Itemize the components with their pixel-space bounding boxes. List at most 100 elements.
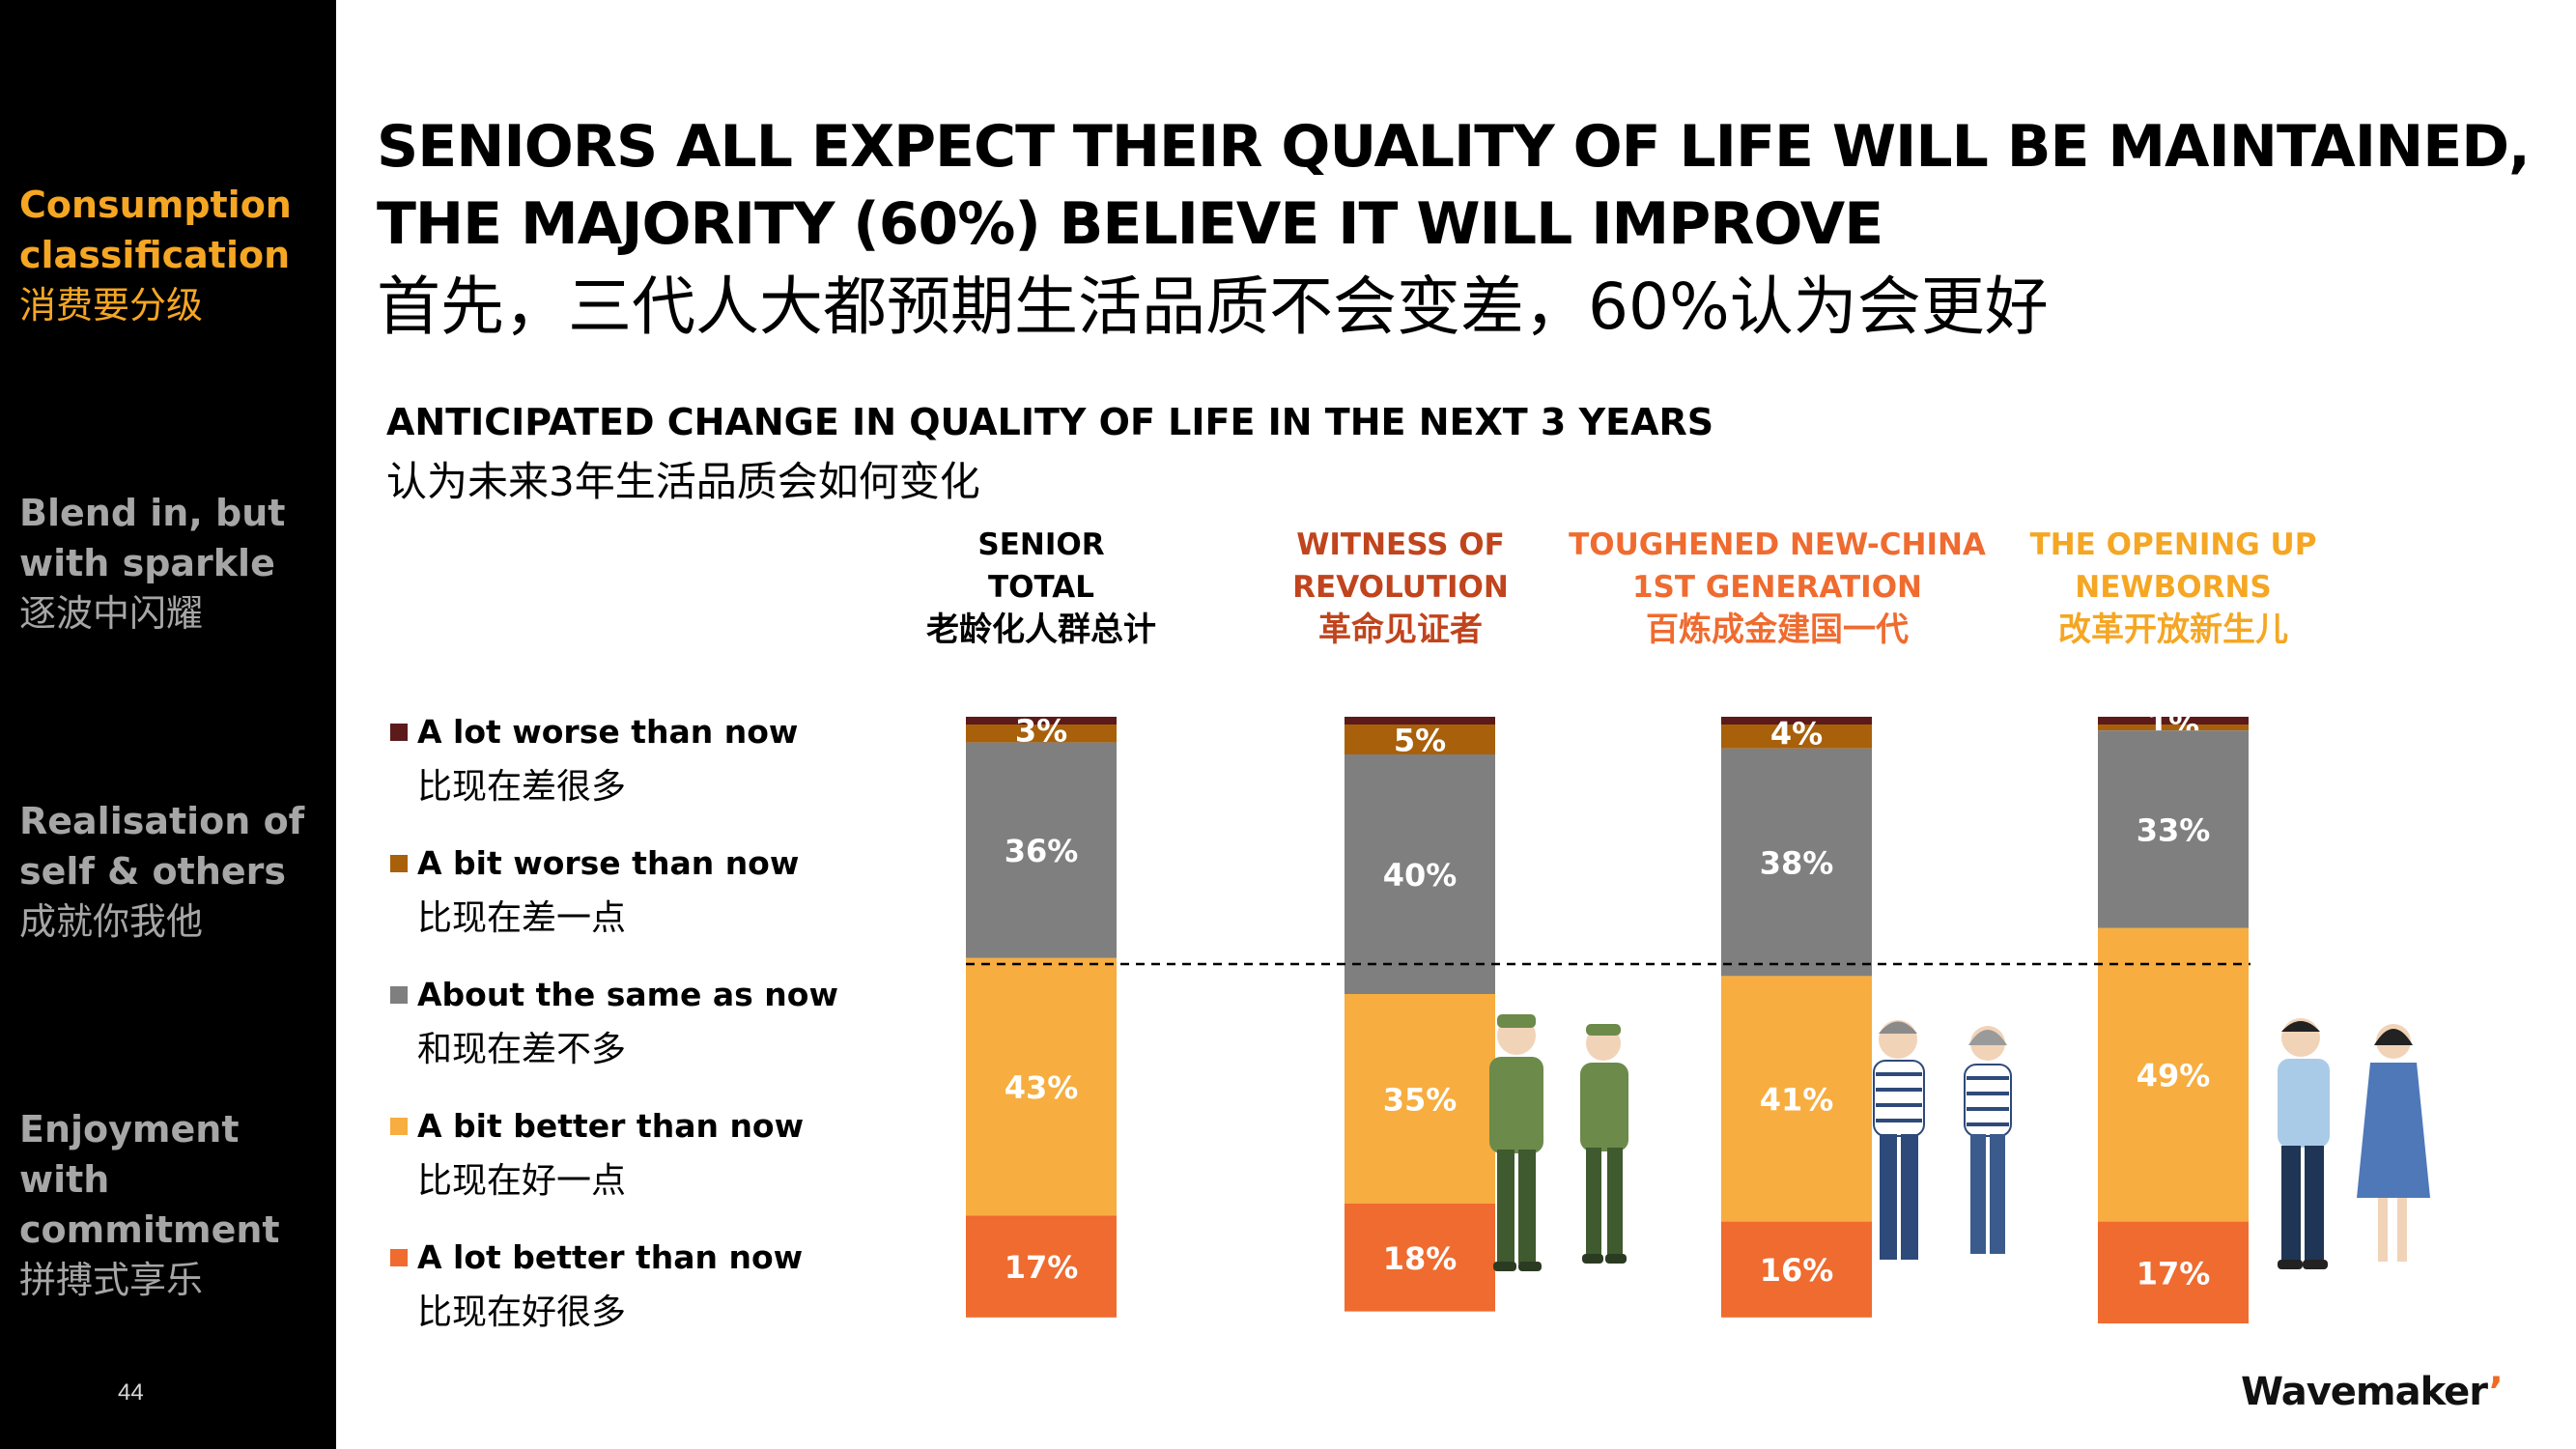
couple-striped-illustration bbox=[1873, 1020, 2012, 1260]
sidebar-item-label: Realisation of self & others bbox=[19, 800, 305, 893]
legend-item-a-lot-worse: A lot worse than now 比现在差很多 bbox=[390, 713, 798, 809]
woman-figure bbox=[2357, 1024, 2430, 1262]
woman-figure bbox=[1964, 1026, 2012, 1254]
bar-segment-a-bit-worse bbox=[966, 724, 1117, 743]
data-label: 4% bbox=[1770, 715, 1823, 752]
chart-subtitle: 认为未来3年生活品质会如何变化 bbox=[386, 458, 980, 505]
bar-segment-a-lot-better bbox=[1345, 1204, 1495, 1312]
legend-label-cn: 比现在好很多 bbox=[417, 1293, 627, 1332]
sidebar-item-enjoyment[interactable]: Enjoyment with commitment 拼搏式享乐 bbox=[19, 1104, 328, 1305]
column-header-line1: THE OPENING UP bbox=[2029, 527, 2317, 562]
column-header-cn: 革命见证者 bbox=[1318, 611, 1483, 649]
sidebar-item-label: Blend in, but with sparkle bbox=[19, 492, 286, 584]
column-header-senior-total: SENIOR TOTAL 老龄化人群总计 bbox=[829, 524, 1254, 651]
legend-label-cn: 比现在好一点 bbox=[417, 1161, 627, 1201]
column-header-opening-up: THE OPENING UP NEWBORNS 改革开放新生儿 bbox=[1961, 524, 2386, 651]
bar-segment-a-lot-better bbox=[1721, 1221, 1872, 1318]
man-figure bbox=[1873, 1020, 1925, 1260]
column-header-cn: 百炼成金建国一代 bbox=[1646, 611, 1909, 649]
data-label: 35% bbox=[1383, 1082, 1458, 1119]
bar-segment-a-lot-worse bbox=[2098, 717, 2249, 724]
sidebar-item-label-cn: 拼搏式享乐 bbox=[19, 1259, 204, 1301]
sidebar-item-consumption[interactable]: Consumption classification 消费要分级 bbox=[19, 180, 328, 330]
column-header-line2: TOTAL bbox=[988, 570, 1094, 605]
column-header-witness: WITNESS OF REVOLUTION 革命见证者 bbox=[1188, 524, 1613, 651]
bar-segment-a-bit-better bbox=[966, 957, 1117, 1216]
sidebar: Consumption classification 消费要分级 Blend i… bbox=[0, 0, 336, 1449]
wavemaker-logo: Wavemaker’ bbox=[2241, 1370, 2504, 1414]
bar-segment-a-bit-better bbox=[2098, 927, 2249, 1222]
legend-label: About the same as now bbox=[417, 976, 838, 1013]
column-header-line1: WITNESS OF bbox=[1296, 527, 1505, 562]
bar-segment-a-bit-worse bbox=[2098, 724, 2249, 731]
sidebar-item-realisation[interactable]: Realisation of self & others 成就你我他 bbox=[19, 796, 328, 947]
page-number: 44 bbox=[118, 1379, 144, 1406]
sidebar-item-label-cn: 逐波中闪耀 bbox=[19, 592, 204, 635]
data-label: 16% bbox=[1760, 1252, 1834, 1289]
data-label: 41% bbox=[1760, 1082, 1834, 1119]
legend-swatch bbox=[390, 985, 408, 1004]
legend-item-about-same: About the same as now 和现在差不多 bbox=[390, 976, 838, 1071]
bar-segment-about-same bbox=[966, 742, 1117, 958]
legend-item-a-lot-better: A lot better than now 比现在好很多 bbox=[390, 1238, 803, 1334]
logo-text: Wavemaker bbox=[2241, 1370, 2490, 1414]
legend-swatch bbox=[390, 723, 408, 741]
bar-segment-a-bit-better bbox=[1345, 994, 1495, 1204]
column-header-line1: TOUGHENED NEW-CHINA bbox=[1569, 527, 1986, 562]
sidebar-item-label-cn: 消费要分级 bbox=[19, 284, 204, 327]
legend-swatch bbox=[390, 1248, 408, 1266]
legend-item-a-bit-worse: A bit worse than now 比现在差一点 bbox=[390, 844, 799, 940]
data-label: 5% bbox=[1394, 723, 1446, 759]
data-label: 18% bbox=[1383, 1240, 1458, 1277]
bar-segment-a-bit-better bbox=[1721, 976, 1872, 1222]
data-label: 33% bbox=[2137, 812, 2211, 849]
soldier-figure bbox=[1580, 1024, 1628, 1264]
bar-segment-about-same bbox=[2098, 730, 2249, 928]
bar-segment-a-bit-worse bbox=[1721, 724, 1872, 749]
legend-label: A lot worse than now bbox=[417, 713, 799, 751]
bar-segment-a-lot-worse bbox=[1345, 717, 1495, 724]
page-title-cn: 首先，三代人大都预期生活品质不会变差，60%认为会更好 bbox=[377, 270, 2049, 344]
legend-label: A lot better than now bbox=[417, 1238, 804, 1276]
data-label: 49% bbox=[2137, 1058, 2211, 1094]
soldier-figure bbox=[1489, 1014, 1543, 1271]
sidebar-item-label: Enjoyment with commitment bbox=[19, 1108, 280, 1251]
bar-segment-a-lot-worse bbox=[966, 717, 1117, 724]
column-header-line2: REVOLUTION bbox=[1292, 570, 1509, 605]
column-header-cn: 改革开放新生儿 bbox=[2058, 611, 2288, 649]
bar-segment-about-same bbox=[1345, 754, 1495, 994]
data-label: 36% bbox=[1005, 833, 1079, 869]
bar-segment-a-lot-better bbox=[966, 1215, 1117, 1318]
chart-title: ANTICIPATED CHANGE IN QUALITY OF LIFE IN… bbox=[386, 401, 1714, 443]
data-label: 40% bbox=[1383, 857, 1458, 894]
legend-label-cn: 比现在差一点 bbox=[417, 898, 627, 938]
data-label: 17% bbox=[1005, 1249, 1079, 1286]
legend-swatch bbox=[390, 854, 408, 872]
bar-segment-a-lot-better bbox=[2098, 1221, 2249, 1323]
column-header-line2: 1ST GENERATION bbox=[1631, 570, 1922, 605]
column-header-line1: SENIOR bbox=[977, 527, 1105, 562]
page-title: SENIORS ALL EXPECT THEIR QUALITY OF LIFE… bbox=[377, 108, 2531, 263]
sidebar-item-label-cn: 成就你我他 bbox=[19, 900, 204, 943]
data-label: 38% bbox=[1760, 845, 1834, 882]
legend-label: A bit worse than now bbox=[417, 844, 800, 882]
legend-item-a-bit-better: A bit better than now 比现在好一点 bbox=[390, 1107, 804, 1203]
logo-mark: ’ bbox=[2488, 1370, 2504, 1414]
sidebar-item-blend-in[interactable]: Blend in, but with sparkle 逐波中闪耀 bbox=[19, 488, 328, 639]
legend-label-cn: 和现在差不多 bbox=[417, 1030, 627, 1069]
soldiers-illustration bbox=[1489, 1014, 1628, 1271]
page-title-line2: THE MAJORITY (60%) BELIEVE IT WILL IMPRO… bbox=[377, 190, 1883, 258]
bar-segment-about-same bbox=[1721, 748, 1872, 977]
column-header-line2: NEWBORNS bbox=[2075, 570, 2272, 605]
column-header-toughened: TOUGHENED NEW-CHINA 1ST GENERATION 百炼成金建… bbox=[1565, 524, 1990, 651]
legend-label-cn: 比现在差很多 bbox=[417, 767, 627, 807]
data-label: 43% bbox=[1005, 1069, 1079, 1106]
bar-segment-a-lot-worse bbox=[1721, 717, 1872, 724]
data-label: 17% bbox=[2137, 1255, 2211, 1292]
man-figure bbox=[2278, 1018, 2330, 1269]
legend-label: A bit better than now bbox=[417, 1107, 805, 1145]
column-header-cn: 老龄化人群总计 bbox=[926, 611, 1156, 649]
sidebar-item-label: Consumption classification bbox=[19, 184, 292, 276]
bar-segment-a-bit-worse bbox=[1345, 724, 1495, 754]
